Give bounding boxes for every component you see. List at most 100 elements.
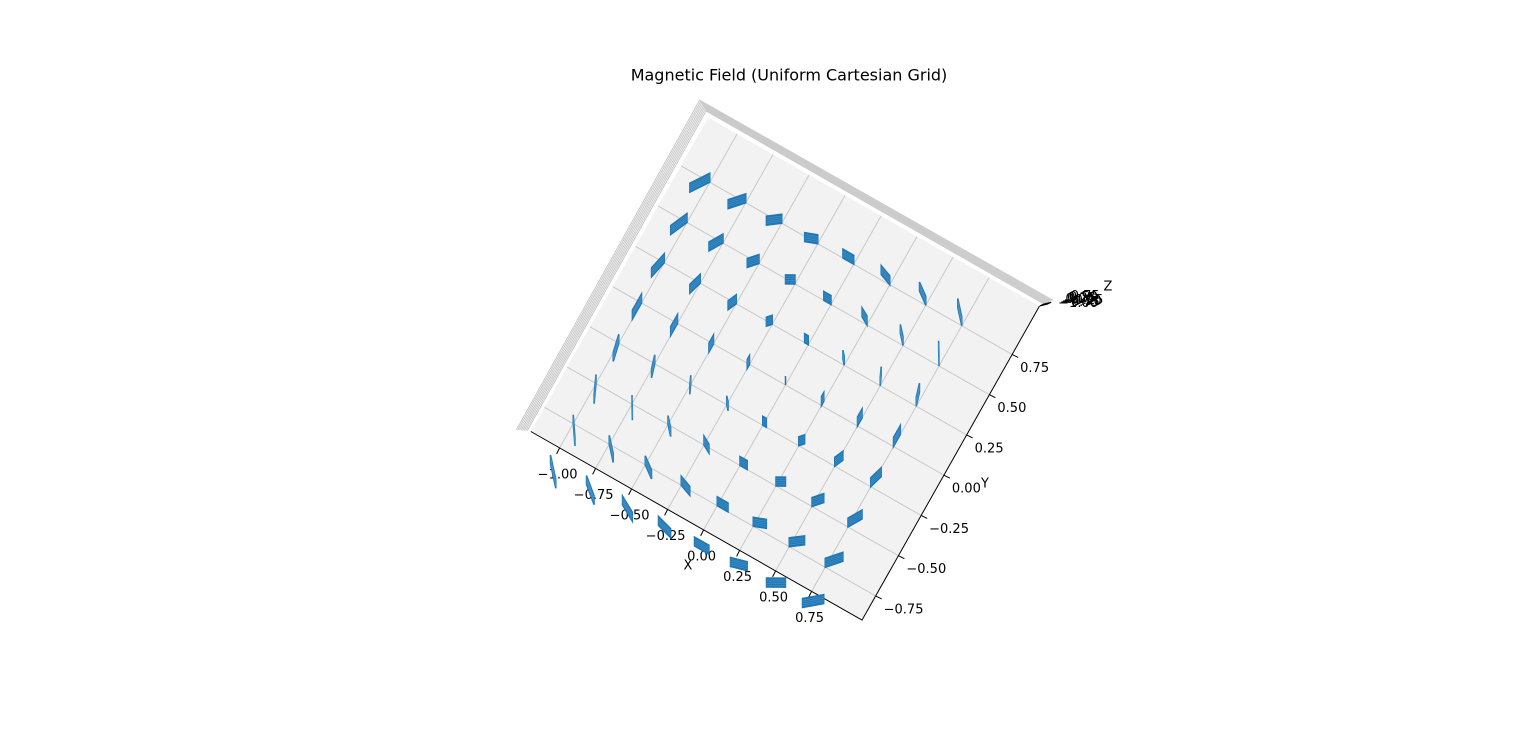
arrow-layer: [821, 394, 825, 399]
arrow-layer: [550, 458, 557, 483]
grid-line: [775, 256, 954, 572]
arrow-layer: [667, 419, 671, 432]
arrow-layer: [834, 452, 844, 460]
arrow-layer: [857, 416, 863, 425]
arrow-layer: [593, 376, 597, 397]
arrow-layer: [689, 176, 710, 188]
arrow-layer: [766, 318, 773, 322]
y-tick-label: 0.75: [1020, 361, 1049, 376]
arrow-layer: [861, 309, 868, 318]
field-arrow: [879, 366, 882, 386]
field-arrow: [621, 493, 634, 524]
arrow-layer: [608, 436, 614, 456]
grid-line: [589, 326, 922, 516]
arrow-layer: [746, 362, 750, 367]
field-arrow: [650, 251, 665, 279]
x-tick: [628, 488, 633, 496]
arrow-body: [716, 495, 729, 514]
arrow-body: [870, 465, 882, 489]
field-arrow: [585, 475, 595, 506]
wall-grid-line: [515, 99, 1054, 431]
arrow-layer: [919, 285, 927, 300]
arrow-body: [752, 516, 768, 530]
arrow-layer: [880, 267, 890, 278]
arrow-layer: [726, 401, 729, 408]
arrow-body: [765, 213, 783, 226]
arrow-layer: [572, 416, 576, 439]
arrow-layer: [747, 257, 760, 263]
field-arrow: [608, 435, 614, 463]
field-arrow: [803, 332, 809, 347]
arrow-layer: [747, 261, 760, 266]
arrow-layer: [804, 235, 818, 239]
field-arrow: [957, 298, 963, 326]
grid-line: [595, 154, 774, 469]
arrow-layer: [857, 414, 863, 423]
arrow-layer: [703, 437, 710, 447]
arrow-layer: [632, 301, 642, 318]
arrow-layer: [900, 327, 904, 341]
arrow-layer: [632, 297, 642, 314]
y-axis-label: Y: [980, 477, 989, 492]
arrow-layer: [586, 482, 595, 504]
arrow-layer: [893, 428, 901, 442]
arrow-layer: [821, 397, 825, 403]
field-arrow: [762, 414, 768, 429]
arrow-body: [823, 290, 832, 306]
y-tick: [943, 474, 951, 479]
arrow-layer: [694, 543, 710, 553]
arrow-layer: [651, 360, 656, 375]
field-arrow: [726, 395, 729, 411]
arrow-layer: [847, 516, 863, 526]
arrow-layer: [632, 299, 642, 316]
arrow-layer: [651, 258, 665, 274]
arrow-layer: [811, 498, 824, 504]
arrow-layer: [644, 461, 652, 476]
arrow-layer: [727, 296, 737, 303]
arrow-layer: [804, 234, 818, 237]
arrow-layer: [608, 440, 614, 459]
arrow-layer: [681, 479, 691, 491]
y-tick: [1011, 354, 1019, 358]
arrow-layer: [900, 329, 904, 342]
arrow-layer: [717, 500, 729, 507]
arrow-layer: [622, 497, 633, 515]
y-tick-label: −0.25: [929, 522, 969, 537]
grid-line: [631, 174, 810, 490]
arrow-layer: [870, 469, 882, 480]
arrow-layer: [728, 198, 746, 206]
arrow-layer: [880, 268, 890, 280]
arrow-layer: [789, 537, 805, 540]
x-tick-label: 0.50: [759, 590, 788, 605]
field-arrow: [784, 274, 796, 285]
field-arrow: [667, 415, 672, 437]
arrow-layer: [747, 259, 760, 265]
arrow-layer: [842, 256, 854, 263]
arrow-layer: [789, 540, 805, 544]
arrow-layer: [612, 335, 620, 355]
x-tick: [700, 529, 705, 537]
field-arrow: [880, 263, 891, 287]
floor-pane: [530, 117, 1040, 621]
arrow-layer: [834, 458, 844, 465]
arrow-layer: [798, 436, 805, 439]
arrow-layer: [798, 438, 805, 441]
arrow-layer: [726, 399, 729, 406]
z-tick-label: 0.00: [1065, 292, 1094, 307]
arrow-layer: [915, 384, 920, 400]
arrow-body: [727, 293, 737, 312]
arrow-layer: [739, 458, 748, 463]
arrow-body: [801, 593, 825, 609]
arrow-layer: [708, 240, 724, 250]
arrow-layer: [670, 216, 688, 230]
field-arrow: [669, 212, 688, 236]
field-arrow: [842, 247, 855, 266]
arrow-layer: [915, 390, 920, 405]
field-arrow: [746, 352, 751, 372]
field-arrow: [727, 293, 737, 312]
arrow-layer: [703, 441, 710, 450]
arrow-layer: [919, 289, 927, 304]
field-arrow: [729, 556, 748, 572]
arrow-layer: [753, 522, 767, 526]
y-tick: [875, 595, 882, 600]
